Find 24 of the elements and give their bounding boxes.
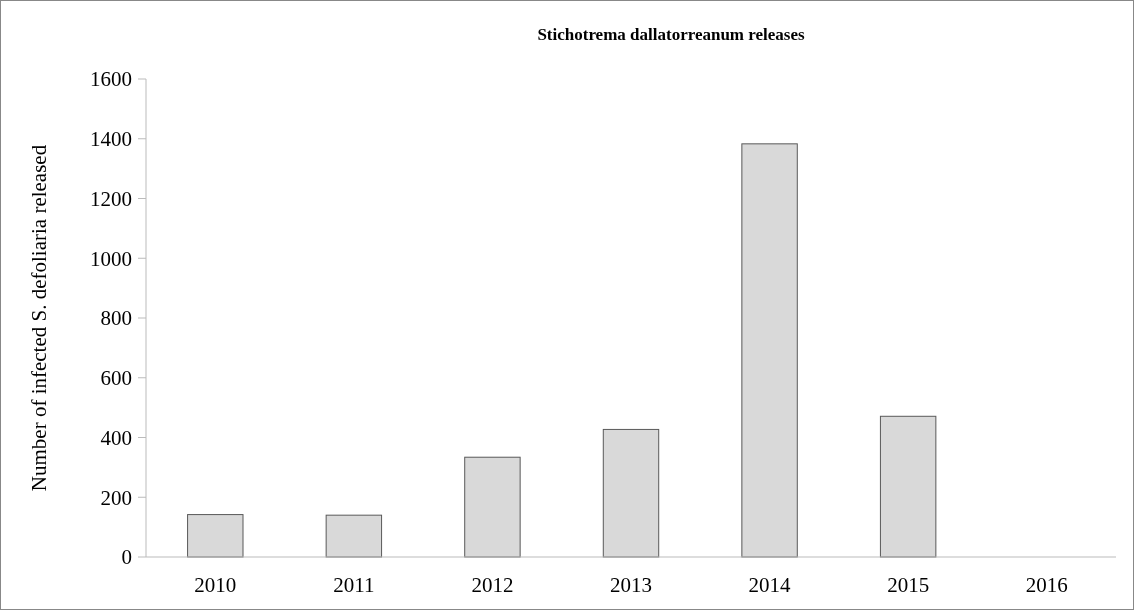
- bar: [325, 514, 383, 558]
- y-tick-label: 400: [100, 425, 132, 450]
- x-tick-label: 2014: [748, 573, 792, 597]
- y-tick-label: 200: [100, 485, 132, 510]
- x-tick-label: 2011: [333, 573, 375, 597]
- y-tick-label: 800: [100, 306, 132, 331]
- x-tick-label: 2012: [471, 573, 514, 597]
- bar: [187, 514, 244, 558]
- bar: [741, 143, 798, 558]
- y-tick-label: 1200: [90, 186, 132, 211]
- y-axis-title: Number of infected S. defoliaria released: [27, 144, 51, 492]
- y-tick-label: 0: [121, 545, 132, 570]
- bar: [464, 456, 521, 558]
- y-tick-label: 600: [100, 366, 132, 391]
- y-tick-label: 1600: [90, 67, 132, 92]
- bar: [879, 415, 937, 558]
- bar: [602, 428, 660, 558]
- chart-title: Stichotrema dallatorreanum releases: [537, 25, 805, 44]
- y-tick-label: 1000: [90, 246, 132, 271]
- x-tick-label: 2016: [1025, 573, 1068, 597]
- x-tick-label: 2013: [610, 573, 652, 597]
- y-tick-label: 1400: [90, 127, 132, 152]
- x-tick-label: 2015: [887, 573, 930, 597]
- x-tick-label: 2010: [194, 573, 237, 597]
